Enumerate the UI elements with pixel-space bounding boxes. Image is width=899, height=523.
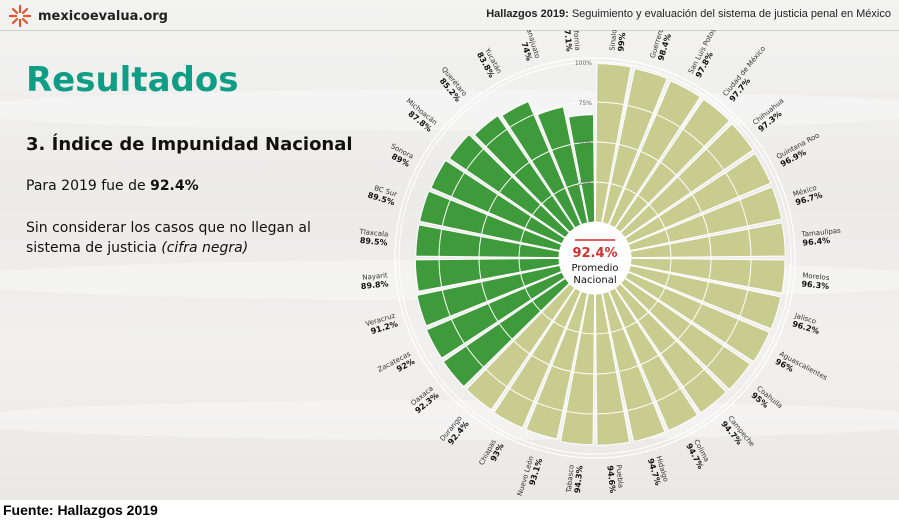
center-label-line2: Nacional <box>573 275 616 286</box>
logo: mexicoevalua.org <box>8 4 168 28</box>
dark-figure-text: Sin considerar los casos que no llegan a… <box>26 220 311 256</box>
state-name-label: Morelos <box>802 271 830 282</box>
national-index-text: Para 2019 fue de 92.4% <box>26 178 199 194</box>
tick-label: 100% <box>575 60 592 67</box>
state-value-label: 96.4% <box>802 236 831 248</box>
state-name-label: Tabasco <box>565 464 576 494</box>
background-texture <box>0 90 899 130</box>
logo-text: mexicoevalua.org <box>38 8 168 24</box>
tick-label: 50% <box>579 140 593 147</box>
logo-star-icon <box>8 4 32 28</box>
source-note: Fuente: Hallazgos 2019 <box>3 502 158 518</box>
state-name-label: Nayarit <box>362 271 388 281</box>
slide: mexicoevalua.org Hallazgos 2019: Seguimi… <box>0 0 899 500</box>
header-divider <box>0 30 899 31</box>
state-value-label: 96.3% <box>801 279 830 291</box>
state-name-label: Tamaulipas <box>800 227 841 239</box>
grid-ring <box>518 181 672 335</box>
state-name-label: Sinaloa <box>608 30 618 51</box>
background-texture <box>0 400 899 440</box>
impunity-radial-chart: 025%50%75%100% Sinaloa99%Guerrero98.4%Sa… <box>358 30 841 497</box>
state-value-label: 89.5% <box>359 236 388 248</box>
national-index-prefix: Para 2019 fue de <box>26 178 151 194</box>
dark-figure-note: Sin considerar los casos que no llegan a… <box>26 218 326 258</box>
grid-layer <box>394 57 796 459</box>
state-value-label: 94.6% <box>605 465 617 494</box>
page-title: Resultados <box>26 60 239 100</box>
state-value-label: 89.8% <box>360 279 389 291</box>
state-label-group: Baja California67.1% <box>562 30 582 52</box>
header-title-rest: Seguimiento y evaluación del sistema de … <box>571 8 891 20</box>
tick-label: 75% <box>579 100 593 107</box>
center-value: 92.4% <box>572 246 617 261</box>
state-value-label: 99% <box>616 32 627 52</box>
state-name-label: Puebla <box>614 464 624 488</box>
center-label-line1: Promedio <box>571 263 618 274</box>
dark-figure-italic: (cifra negra) <box>161 240 249 256</box>
state-name-label: Tlaxcala <box>358 228 389 239</box>
state-value-label: 67.1% <box>562 30 574 52</box>
national-index-value: 92.4% <box>150 178 199 194</box>
outer-guide-ring <box>394 57 796 459</box>
header-title: Hallazgos 2019: Seguimiento y evaluación… <box>486 8 891 20</box>
grid-ring <box>438 101 752 415</box>
grid-ring <box>398 61 792 455</box>
tick-label: 25% <box>579 180 593 187</box>
grid-ring <box>478 141 712 375</box>
header-title-bold: Hallazgos 2019: <box>486 8 569 20</box>
state-value-label: 94.3% <box>573 465 585 494</box>
section-heading: 3. Índice de Impunidad Nacional <box>26 134 353 155</box>
